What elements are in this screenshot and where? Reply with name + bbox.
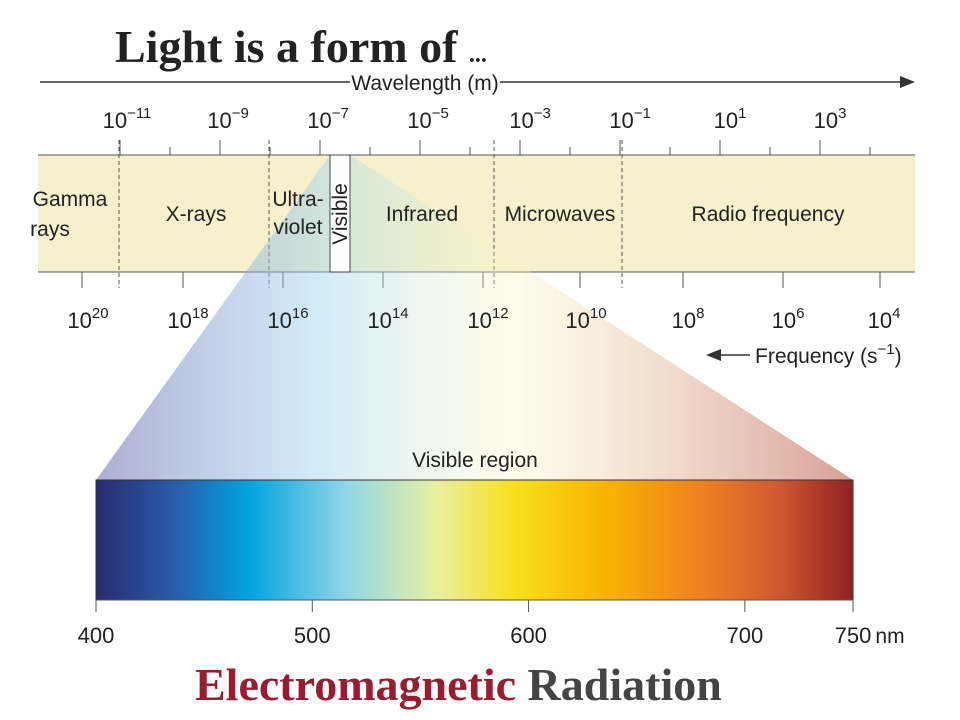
tick-base: 10 — [167, 308, 191, 333]
tick-base: 10 — [868, 308, 892, 333]
tick-base: 10 — [672, 308, 696, 333]
tick-exponent: 14 — [392, 305, 409, 322]
tick-exponent: 6 — [796, 305, 804, 322]
footer-part2: Radiation — [528, 659, 722, 710]
region-label: X-rays — [166, 203, 227, 226]
tick-base: 10 — [814, 108, 838, 133]
frequency-label-text: Frequency (s — [755, 345, 878, 368]
tick-exponent: 18 — [192, 305, 209, 322]
tick-base: 10 — [267, 308, 291, 333]
regions: Gamma rays X-rays Ultra- violet Visible … — [30, 183, 845, 244]
tick-exponent: 1 — [738, 105, 746, 122]
tick-label: 1010 — [565, 305, 606, 333]
tick-exponent: 3 — [838, 105, 846, 122]
title: Light is a form of ... — [115, 21, 487, 72]
tick-base: 10 — [467, 308, 491, 333]
arrow-head — [900, 76, 915, 88]
tick-base: 10 — [407, 108, 431, 133]
region-label: rays — [30, 218, 70, 241]
tick-exponent: −3 — [534, 105, 551, 122]
footer-part1: Electromagnetic — [195, 659, 516, 710]
tick-label: 1020 — [67, 305, 108, 333]
visible-region-label: Visible region — [412, 449, 538, 472]
tick-exponent: 20 — [92, 305, 109, 322]
nm-tick-label: 500 — [294, 623, 331, 648]
tick-label: 10−5 — [407, 105, 449, 133]
tick-base: 10 — [565, 308, 589, 333]
tick-exponent: 10 — [590, 305, 607, 322]
region-label: Gamma — [33, 188, 108, 211]
tick-label: 1016 — [267, 305, 308, 333]
wavelength-ticks: 10−11 10−9 10−7 10−5 10−3 10−1 101 103 — [103, 105, 847, 133]
arrow-head — [706, 349, 721, 361]
region-label: Infrared — [386, 203, 458, 226]
region-label: Microwaves — [505, 203, 616, 226]
region-label: Visible — [329, 183, 352, 244]
tick-label: 106 — [772, 305, 805, 333]
nm-tick-label: 700 — [726, 623, 763, 648]
tick-label: 103 — [814, 105, 847, 133]
tick-label: 10−3 — [509, 105, 551, 133]
tick-base: 10 — [67, 308, 91, 333]
tick-base: 10 — [207, 108, 231, 133]
nm-unit: nm — [875, 625, 904, 648]
tick-label: 104 — [868, 305, 901, 333]
tick-exponent: −11 — [127, 105, 151, 122]
tick-exponent: −1 — [634, 105, 651, 122]
tick-base: 10 — [772, 308, 796, 333]
nm-tick-label: 400 — [78, 623, 115, 648]
tick-base: 10 — [609, 108, 633, 133]
tick-exponent: 12 — [492, 305, 509, 322]
tick-base: 10 — [307, 108, 331, 133]
footer-title: Electromagnetic Radiation — [195, 659, 722, 710]
nm-ticks: 400 500 600 700 750 — [78, 600, 872, 648]
title-text: Light is a form of — [115, 21, 458, 72]
tick-label: 101 — [714, 105, 747, 133]
nm-tick-label: 600 — [510, 623, 547, 648]
tick-exponent: −9 — [232, 105, 249, 122]
frequency-label: Frequency (s−1) — [755, 341, 902, 368]
tick-label: 10−1 — [609, 105, 651, 133]
frequency-label-exponent: −1 — [878, 341, 895, 358]
title-ellipsis: ... — [469, 42, 487, 68]
region-label: Ultra- — [272, 188, 323, 211]
top-ticks — [119, 140, 871, 155]
region-label: Radio frequency — [692, 203, 845, 226]
nm-tick-label: 750 — [835, 623, 872, 648]
spectrum — [95, 479, 854, 601]
visible-strip — [329, 154, 351, 273]
tick-exponent: −7 — [332, 105, 349, 122]
tick-label: 1012 — [467, 305, 508, 333]
tick-exponent: 8 — [696, 305, 704, 322]
tick-label: 10−9 — [207, 105, 249, 133]
wavelength-label: Wavelength (m) — [351, 72, 498, 95]
tick-exponent: 4 — [892, 305, 900, 322]
label-bg — [350, 70, 500, 94]
dividers — [118, 140, 623, 288]
tick-label: 1018 — [167, 305, 208, 333]
tick-base: 10 — [509, 108, 533, 133]
tick-label: 1014 — [367, 305, 408, 333]
tick-label: 10−11 — [103, 105, 152, 133]
tick-base: 10 — [367, 308, 391, 333]
tick-base: 10 — [714, 108, 738, 133]
tick-exponent: −5 — [432, 105, 449, 122]
tick-label: 108 — [672, 305, 705, 333]
tick-exponent: 16 — [292, 305, 309, 322]
tick-label: 10−7 — [307, 105, 349, 133]
frequency-ticks: 1020 1018 1016 1014 1012 1010 108 106 104 — [67, 305, 900, 333]
tick-base: 10 — [103, 108, 127, 133]
frequency-label-end: ) — [895, 345, 902, 368]
region-label: violet — [273, 216, 322, 239]
